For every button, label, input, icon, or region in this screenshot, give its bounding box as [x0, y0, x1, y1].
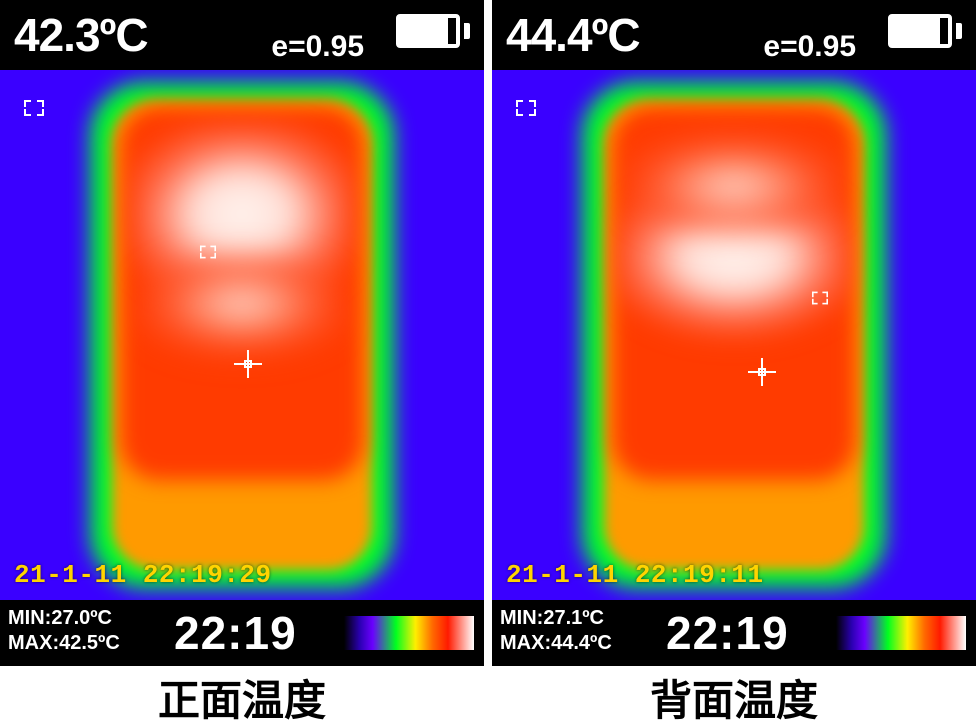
- panel-caption: 正面温度: [0, 666, 484, 728]
- battery-fill: [400, 18, 448, 44]
- capture-timestamp: 21-1-11 22:19:11: [506, 560, 764, 590]
- max-marker-icon: [200, 246, 216, 259]
- center-crosshair-icon: [234, 350, 262, 378]
- spot-temperature: 42.3ºC: [0, 8, 148, 62]
- comparison-container: 42.3ºC e=0.95: [0, 0, 976, 728]
- center-crosshair-icon: [748, 358, 776, 386]
- thermal-image: 21-1-11 22:19:11: [492, 70, 976, 600]
- clock-time: 22:19: [666, 606, 789, 660]
- heat-object: [112, 100, 372, 570]
- capture-timestamp: 21-1-11 22:19:29: [14, 560, 272, 590]
- max-temp: MAX:42.5ºC: [8, 631, 120, 656]
- clock-time: 22:19: [174, 606, 297, 660]
- battery-fill: [892, 18, 940, 44]
- minmax-readout: MIN:27.0ºC MAX:42.5ºC: [8, 606, 120, 656]
- topbar: 42.3ºC e=0.95: [0, 0, 484, 70]
- max-temp: MAX:44.4ºC: [500, 631, 612, 656]
- min-temp: MIN:27.1ºC: [500, 606, 612, 631]
- bottombar: MIN:27.0ºC MAX:42.5ºC 22:19: [0, 600, 484, 666]
- panel-caption: 背面温度: [492, 666, 976, 728]
- min-marker-icon: [516, 100, 536, 116]
- topbar: 44.4ºC e=0.95: [492, 0, 976, 70]
- heat-object: [604, 100, 864, 570]
- thermal-image: 21-1-11 22:19:29: [0, 70, 484, 600]
- minmax-readout: MIN:27.1ºC MAX:44.4ºC: [500, 606, 612, 656]
- emissivity-value: e=0.95: [763, 30, 856, 64]
- spot-temperature: 44.4ºC: [492, 8, 640, 62]
- color-scale-icon: [836, 616, 966, 650]
- max-marker-icon: [812, 292, 828, 305]
- battery-icon: [888, 12, 962, 50]
- bottombar: MIN:27.1ºC MAX:44.4ºC 22:19: [492, 600, 976, 666]
- min-temp: MIN:27.0ºC: [8, 606, 120, 631]
- min-marker-icon: [24, 100, 44, 116]
- color-scale-icon: [344, 616, 474, 650]
- thermal-panel-back: 44.4ºC e=0.95: [492, 0, 976, 728]
- battery-icon: [396, 12, 470, 50]
- thermal-panel-front: 42.3ºC e=0.95: [0, 0, 484, 728]
- emissivity-value: e=0.95: [271, 30, 364, 64]
